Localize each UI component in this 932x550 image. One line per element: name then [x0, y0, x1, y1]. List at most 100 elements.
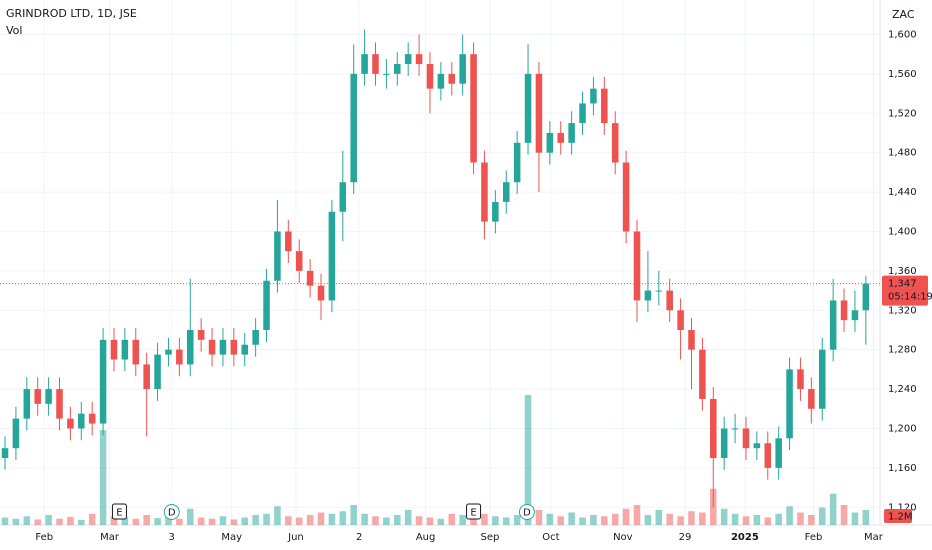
volume-bar — [306, 515, 314, 525]
candle-body — [34, 389, 41, 404]
volume-title: Vol — [6, 24, 22, 37]
volume-bar — [165, 516, 172, 525]
volume-bar — [110, 516, 118, 525]
y-tick-label: 1,400 — [888, 226, 917, 237]
volume-bar — [426, 517, 434, 525]
volume-bar — [655, 510, 663, 525]
candle-body — [176, 349, 183, 365]
volume-bar — [252, 515, 259, 525]
volume-bar — [481, 513, 488, 525]
volume-bar — [688, 511, 695, 525]
volume-bar — [818, 507, 826, 525]
volume-bar — [797, 512, 804, 525]
volume-bar — [557, 516, 565, 525]
candle-body — [808, 389, 815, 409]
volume-bar — [350, 505, 357, 525]
candle-body — [361, 54, 368, 74]
volume-bar — [404, 510, 412, 525]
x-tick-label: Feb — [805, 532, 823, 543]
volume-bar — [78, 520, 85, 525]
candle-body — [535, 73, 543, 153]
volume-bar — [219, 516, 227, 525]
candle-body — [797, 369, 804, 390]
volume-bar — [579, 517, 586, 525]
volume-bar — [546, 513, 554, 525]
volume-bar — [742, 516, 750, 525]
candle-body — [197, 329, 205, 340]
volume-bar — [295, 517, 303, 525]
candle-body — [99, 339, 107, 424]
candle-body — [524, 73, 532, 143]
volume-bar — [285, 516, 292, 525]
volume-bar — [143, 515, 150, 525]
candle-body — [121, 339, 129, 360]
volume-bar — [328, 513, 336, 525]
candle-body — [23, 389, 31, 419]
volume-bar — [23, 516, 31, 525]
candle-body — [731, 428, 739, 430]
candle-body — [753, 443, 761, 449]
volume-bar — [372, 516, 379, 525]
volume-bar — [753, 515, 761, 525]
candle-body — [230, 339, 238, 355]
volume-bar — [666, 513, 673, 525]
overlay: 1,120 1,160 1,200 1,240 1,280 1,320 1,360 1,400… — [0, 29, 932, 543]
x-tick-label: May — [221, 532, 242, 543]
candle-body — [601, 88, 608, 124]
candle-body — [513, 142, 521, 183]
volume-bar — [383, 517, 390, 525]
y-tick-label: 1,240 — [888, 384, 917, 395]
y-tick-label: 1,440 — [888, 187, 917, 198]
volume-bar — [1, 517, 9, 525]
volume-bar — [535, 510, 543, 525]
candle-body — [154, 354, 161, 390]
candle-body — [132, 339, 140, 365]
candle-body — [78, 413, 85, 429]
candle-body — [415, 54, 423, 65]
candle-body — [295, 251, 303, 271]
x-tick-label: Mar — [864, 532, 884, 543]
x-tick-label: Aug — [416, 532, 436, 543]
candle-body — [45, 389, 52, 404]
volume-bar — [132, 518, 140, 525]
volume-bar — [568, 512, 575, 525]
event-marker — [466, 503, 482, 520]
candle-body — [426, 64, 434, 89]
candle-body — [655, 290, 663, 292]
candle-body — [470, 54, 477, 163]
candle-body — [666, 290, 673, 311]
last-price-label: 1,347 — [888, 279, 917, 290]
candle-body — [622, 162, 630, 232]
volume-bar — [677, 516, 684, 525]
volume-bar — [633, 505, 641, 525]
event-marker — [518, 504, 535, 520]
candle-body — [306, 270, 314, 286]
candle-body — [840, 300, 848, 321]
candle-body — [720, 428, 728, 459]
y-tick-label: 1,520 — [888, 108, 917, 119]
volume-bar — [45, 515, 52, 525]
candle-body — [328, 211, 336, 301]
candle-body — [633, 231, 641, 301]
y-tick-label: 1,120 — [888, 502, 917, 513]
volume-bar — [34, 519, 41, 525]
candle-body — [219, 339, 227, 355]
volume-bar — [361, 513, 368, 525]
volume-bar — [176, 518, 183, 525]
volume-bar — [699, 512, 706, 525]
candle-body — [644, 290, 652, 301]
volume-bar — [197, 517, 205, 525]
candle-body — [459, 54, 466, 84]
y-tick-label: 1,600 — [888, 29, 917, 40]
event-label: D — [523, 508, 531, 519]
volume-bar — [317, 512, 325, 525]
volume-bar — [590, 515, 597, 525]
candle-body — [263, 280, 270, 330]
candles — [1, 29, 870, 508]
candle-body — [165, 349, 172, 355]
x-tick-label: 2025 — [731, 532, 759, 543]
candle-body — [786, 369, 793, 439]
event-label: E — [116, 508, 122, 519]
volume-bar — [775, 513, 782, 525]
event-label: D — [168, 508, 176, 519]
